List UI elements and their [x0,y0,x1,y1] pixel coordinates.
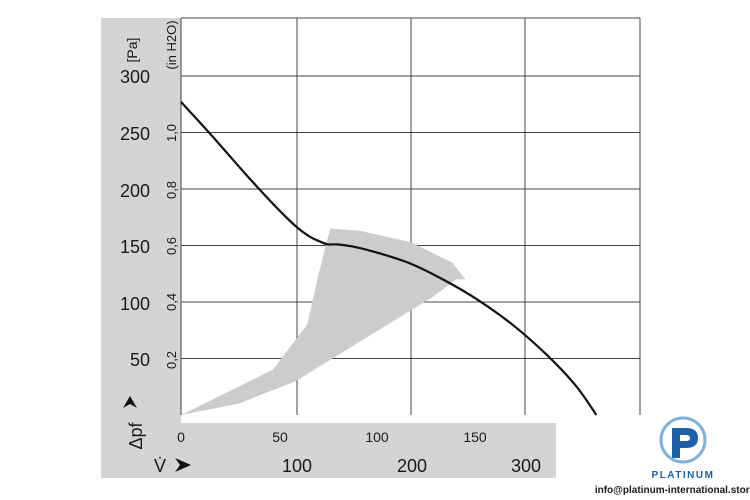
y-axis-symbol-dpf: Δpf [126,421,146,449]
x2-tick-label-200: 200 [397,456,427,476]
y2-tick-label-0-2: 0,2 [164,351,179,369]
x-tick-label-150: 150 [463,429,487,445]
x-tick-label-100: 100 [365,429,389,445]
x-tick-label-0: 0 [177,429,185,445]
y2-unit-inh2o: (in H2O) [164,20,179,69]
operating-region [181,228,466,415]
y2-tick-label-0-4: 0,4 [164,293,179,311]
platinum-logo: PLATINUM [652,416,715,481]
x2-tick-label-100: 100 [282,456,312,476]
pressure-curve-line [180,101,598,416]
y-tick-label-250: 250 [120,124,150,144]
y2-tick-label-0-6: 0,6 [164,237,179,255]
y-tick-label-50: 50 [130,350,150,370]
y-tick-label-300: 300 [120,67,150,87]
y-axis-arrow-icon [123,396,137,408]
bottom-axis-band [101,423,556,478]
y-tick-label-100: 100 [120,294,150,314]
y-unit-pa: [Pa] [124,38,140,63]
y-tick-label-200: 200 [120,181,150,201]
y2-tick-label-0-8: 0,8 [164,181,179,199]
x-axis-arrow-icon [175,458,191,472]
x-tick-label-50: 50 [272,429,288,445]
x-axis-symbol-vdot: V̇ [154,456,166,476]
x2-tick-label-300: 300 [511,456,541,476]
y2-tick-label-1-0: 1,0 [164,124,179,142]
left-axis-band [101,18,181,448]
logo-name: PLATINUM [652,470,715,481]
logo-ring-icon [659,416,707,464]
logo-p-icon [672,428,698,458]
contact-email: info@platinum-international.store [595,485,750,496]
y-tick-label-150: 150 [120,237,150,257]
